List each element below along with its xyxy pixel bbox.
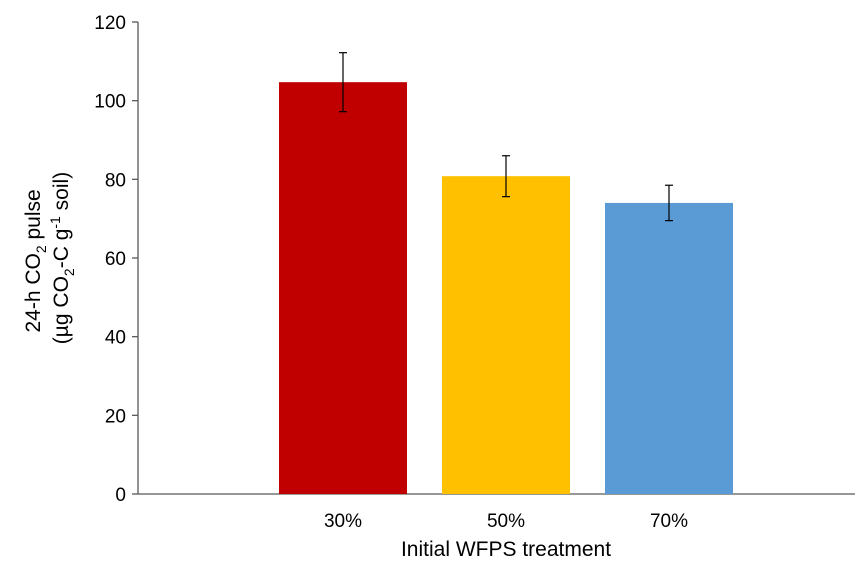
bar [605,202,733,494]
error-bar [502,155,510,198]
y-tick-label: 60 [105,249,126,270]
y-axis-title: 24-h CO2 pulse (µg CO2-C g-1 soil) [22,172,77,344]
bars [279,82,733,495]
bar [279,82,407,495]
x-tick-label: 50% [487,511,525,532]
error-bar [339,52,347,113]
y-tick-label: 20 [105,406,126,427]
y-tick-label: 100 [94,92,126,113]
y-axis-title-line2: (µg CO2-C g-1 soil) [47,172,77,344]
x-tick-label: 30% [324,511,362,532]
error-bars [339,52,673,222]
y-title-unit-superscript: -1 [47,216,63,229]
plot-area: 0 20 40 60 80 100 120 30% 50% 70% [94,13,855,532]
x-axis-title: Initial WFPS treatment [401,538,611,561]
bar [442,176,570,495]
error-bar [665,184,673,222]
y-title-unit-subscript: 2 [61,268,77,276]
y-title-co2-text: 24-h CO [22,253,45,332]
y-axis-title-line1: 24-h CO2 pulse [22,183,49,332]
x-axis-tick-labels: 30% 50% 70% [324,511,688,532]
y-tick-label: 120 [94,13,126,34]
y-tick-label: 80 [105,170,126,191]
y-tick-label: 0 [115,485,126,506]
y-title-unit-open: (µg CO [50,276,73,344]
y-title-unit-mid: -C g [50,229,73,269]
y-tick-label: 40 [105,328,126,349]
y-title-unit-tail: soil) [50,172,73,216]
x-tick-label: 70% [650,511,688,532]
y-axis-ticks: 0 20 40 60 80 100 120 [94,13,138,506]
y-title-subscript: 2 [33,245,49,253]
y-title-pulse-text: pulse [22,189,45,245]
